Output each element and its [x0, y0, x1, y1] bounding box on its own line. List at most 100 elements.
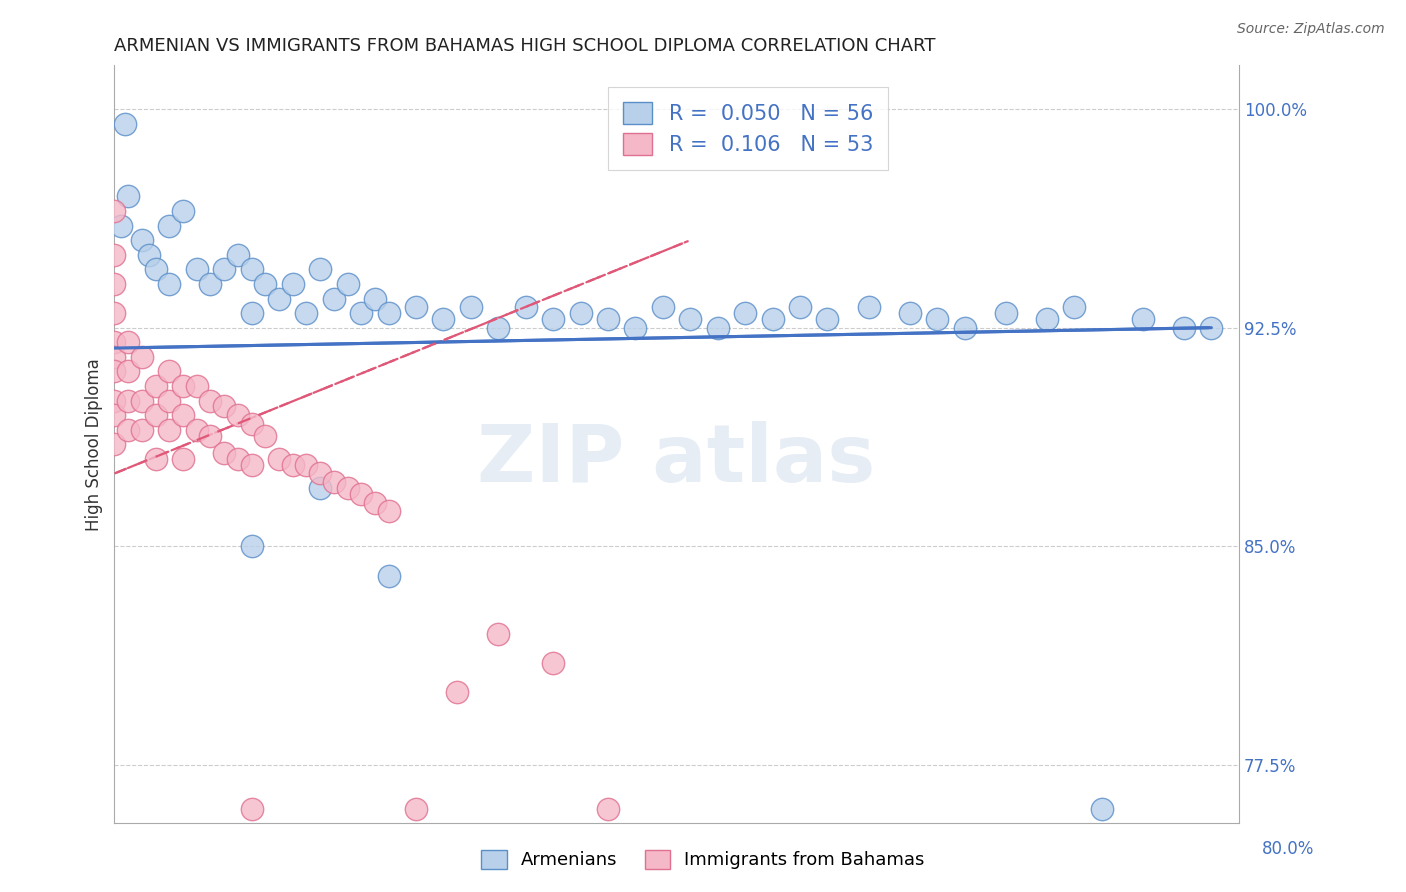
Point	[432, 312, 454, 326]
Point	[240, 458, 263, 472]
Point	[117, 393, 139, 408]
Legend: Armenians, Immigrants from Bahamas: Armenians, Immigrants from Bahamas	[472, 841, 934, 879]
Point	[240, 540, 263, 554]
Point	[515, 300, 537, 314]
Point	[103, 277, 125, 291]
Point	[927, 312, 949, 326]
Text: ZIP atlas: ZIP atlas	[478, 420, 876, 499]
Point	[110, 219, 132, 233]
Point	[157, 219, 180, 233]
Point	[734, 306, 756, 320]
Point	[679, 312, 702, 326]
Point	[226, 248, 249, 262]
Point	[295, 306, 318, 320]
Point	[1063, 300, 1085, 314]
Point	[240, 417, 263, 431]
Point	[226, 408, 249, 422]
Point	[350, 306, 373, 320]
Point	[309, 481, 332, 495]
Point	[131, 423, 153, 437]
Point	[858, 300, 880, 314]
Point	[131, 350, 153, 364]
Text: Source: ZipAtlas.com: Source: ZipAtlas.com	[1237, 22, 1385, 37]
Point	[103, 306, 125, 320]
Point	[200, 393, 222, 408]
Point	[1132, 312, 1154, 326]
Point	[624, 320, 647, 334]
Y-axis label: High School Diploma: High School Diploma	[86, 358, 103, 531]
Point	[569, 306, 592, 320]
Text: 80.0%: 80.0%	[1263, 840, 1315, 858]
Point	[789, 300, 811, 314]
Point	[103, 248, 125, 262]
Point	[994, 306, 1017, 320]
Point	[157, 277, 180, 291]
Point	[114, 116, 136, 130]
Point	[254, 428, 277, 442]
Point	[145, 451, 167, 466]
Point	[103, 204, 125, 219]
Point	[117, 335, 139, 350]
Point	[117, 423, 139, 437]
Point	[157, 393, 180, 408]
Point	[898, 306, 921, 320]
Point	[131, 393, 153, 408]
Point	[172, 451, 194, 466]
Point	[1036, 312, 1059, 326]
Point	[651, 300, 673, 314]
Point	[953, 320, 976, 334]
Point	[336, 277, 359, 291]
Point	[172, 204, 194, 219]
Point	[254, 277, 277, 291]
Point	[364, 496, 387, 510]
Point	[405, 300, 427, 314]
Point	[200, 277, 222, 291]
Point	[212, 446, 235, 460]
Point	[212, 262, 235, 277]
Point	[486, 320, 509, 334]
Point	[172, 408, 194, 422]
Point	[240, 306, 263, 320]
Point	[1201, 320, 1223, 334]
Point	[103, 393, 125, 408]
Point	[186, 423, 208, 437]
Point	[240, 802, 263, 816]
Point	[1091, 802, 1114, 816]
Point	[460, 300, 482, 314]
Point	[145, 408, 167, 422]
Point	[212, 400, 235, 414]
Point	[350, 487, 373, 501]
Point	[405, 802, 427, 816]
Point	[103, 408, 125, 422]
Point	[377, 306, 399, 320]
Point	[186, 379, 208, 393]
Point	[145, 379, 167, 393]
Point	[186, 262, 208, 277]
Text: ARMENIAN VS IMMIGRANTS FROM BAHAMAS HIGH SCHOOL DIPLOMA CORRELATION CHART: ARMENIAN VS IMMIGRANTS FROM BAHAMAS HIGH…	[114, 37, 936, 55]
Point	[200, 428, 222, 442]
Point	[486, 627, 509, 641]
Point	[240, 262, 263, 277]
Point	[309, 467, 332, 481]
Point	[157, 423, 180, 437]
Point	[281, 458, 304, 472]
Point	[309, 262, 332, 277]
Legend: R =  0.050   N = 56, R =  0.106   N = 53: R = 0.050 N = 56, R = 0.106 N = 53	[609, 87, 887, 169]
Point	[596, 802, 619, 816]
Point	[541, 312, 564, 326]
Point	[103, 364, 125, 378]
Point	[103, 437, 125, 451]
Point	[267, 451, 290, 466]
Point	[541, 656, 564, 670]
Point	[336, 481, 359, 495]
Point	[377, 568, 399, 582]
Point	[117, 364, 139, 378]
Point	[596, 312, 619, 326]
Point	[446, 685, 468, 699]
Point	[138, 248, 160, 262]
Point	[281, 277, 304, 291]
Point	[145, 262, 167, 277]
Point	[131, 233, 153, 247]
Point	[1173, 320, 1195, 334]
Point	[267, 292, 290, 306]
